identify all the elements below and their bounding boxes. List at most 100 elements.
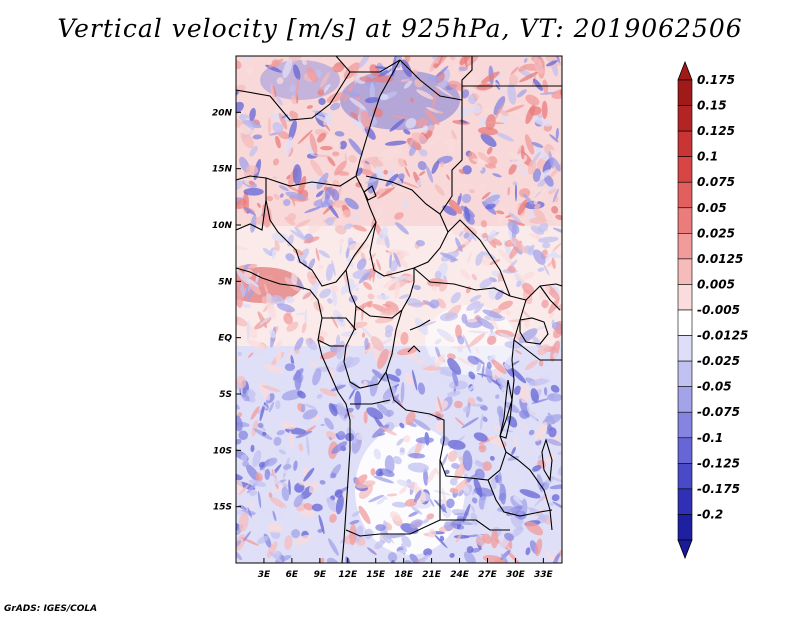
field-speckle bbox=[264, 457, 278, 467]
field-speckle bbox=[475, 317, 495, 330]
field-speckle bbox=[448, 199, 463, 215]
field-speckle bbox=[330, 66, 343, 71]
lon-tick-label: 9E bbox=[314, 570, 327, 580]
field-speckle bbox=[310, 159, 324, 177]
field-speckle bbox=[477, 151, 491, 164]
field-speckle bbox=[387, 249, 410, 257]
field-speckle bbox=[327, 155, 336, 167]
field-speckle bbox=[400, 543, 408, 552]
field-speckle bbox=[316, 172, 329, 190]
field-speckle bbox=[356, 258, 367, 271]
page-title: Vertical velocity [m/s] at 925hPa, VT: 2… bbox=[57, 14, 743, 43]
field-speckle bbox=[400, 78, 410, 83]
field-speckle bbox=[449, 477, 458, 486]
field-speckle bbox=[259, 402, 266, 422]
field-speckle bbox=[376, 403, 391, 418]
field-speckle bbox=[362, 196, 367, 205]
field-speckle bbox=[277, 102, 292, 114]
field-speckle bbox=[295, 430, 313, 439]
field-speckle bbox=[539, 169, 551, 179]
field-speckle bbox=[549, 484, 562, 490]
field-speckle bbox=[478, 444, 487, 453]
field-speckle bbox=[257, 202, 261, 208]
field-speckle bbox=[408, 144, 417, 157]
field-speckle bbox=[533, 208, 546, 221]
field-speckle bbox=[261, 296, 268, 305]
field-speckle bbox=[349, 524, 357, 546]
field-speckle bbox=[458, 169, 465, 175]
field-speckle bbox=[325, 263, 334, 281]
field-speckle bbox=[236, 393, 247, 412]
field-speckle bbox=[501, 553, 508, 563]
field-speckle bbox=[335, 334, 341, 346]
field-speckle bbox=[537, 178, 547, 188]
field-speckle bbox=[461, 313, 468, 324]
field-speckle bbox=[490, 317, 499, 331]
field-speckle bbox=[324, 417, 334, 430]
field-speckle bbox=[423, 468, 429, 486]
field-speckle bbox=[414, 554, 430, 563]
field-speckle bbox=[541, 453, 551, 458]
field-speckle bbox=[497, 506, 516, 513]
field-speckle bbox=[413, 284, 422, 290]
border-chad bbox=[355, 59, 449, 277]
field-speckle bbox=[385, 173, 399, 187]
field-speckle bbox=[551, 257, 556, 269]
field-speckle bbox=[326, 133, 341, 149]
field-speckle bbox=[537, 344, 550, 356]
field-speckle bbox=[495, 394, 500, 399]
field-speckle bbox=[472, 93, 480, 100]
field-speckle bbox=[498, 471, 503, 487]
field-speckle bbox=[288, 479, 291, 496]
field-speckle bbox=[440, 161, 444, 168]
field-speckle bbox=[374, 66, 388, 70]
field-speckle bbox=[507, 83, 517, 105]
field-speckle bbox=[533, 146, 550, 162]
colorbar-box bbox=[677, 130, 693, 157]
field-speckle bbox=[273, 436, 282, 446]
field-speckle bbox=[493, 96, 506, 116]
field-speckle bbox=[489, 378, 501, 387]
field-speckle bbox=[541, 299, 549, 309]
field-speckle bbox=[472, 491, 475, 496]
colorbar-label: -0.175 bbox=[697, 482, 740, 496]
field-speckle bbox=[524, 318, 530, 328]
colorbar-box bbox=[677, 309, 693, 336]
border-cameroon bbox=[345, 268, 415, 319]
field-speckle bbox=[330, 472, 337, 479]
field-speckle bbox=[319, 72, 330, 88]
field-speckle bbox=[378, 93, 389, 100]
field-speckle bbox=[278, 112, 288, 130]
field-speckle bbox=[423, 548, 433, 556]
field-speckle bbox=[472, 403, 485, 407]
field-speckle bbox=[306, 152, 319, 159]
field-speckle bbox=[364, 337, 369, 350]
field-speckle bbox=[236, 180, 243, 191]
field-speckle bbox=[369, 268, 372, 282]
field-speckle bbox=[319, 388, 338, 397]
field-speckle bbox=[254, 393, 265, 406]
field-speckle bbox=[328, 436, 333, 441]
field-speckle bbox=[348, 388, 356, 400]
congo-river-detail bbox=[407, 319, 431, 353]
field-speckle bbox=[375, 205, 384, 219]
field-speckle bbox=[266, 302, 277, 320]
field-speckle bbox=[278, 185, 289, 192]
field-speckle bbox=[517, 199, 528, 216]
field-speckle bbox=[516, 280, 522, 288]
field-speckle bbox=[381, 157, 389, 165]
field-speckle bbox=[309, 133, 318, 155]
field-speckle bbox=[551, 494, 560, 502]
field-speckle bbox=[482, 416, 488, 422]
field-speckle bbox=[411, 506, 423, 515]
field-speckle bbox=[533, 56, 544, 75]
field-speckle bbox=[236, 375, 247, 389]
border-tanzania bbox=[513, 285, 562, 361]
west-coast bbox=[236, 267, 351, 563]
field-speckle bbox=[551, 157, 561, 172]
colorbar-label: -0.05 bbox=[697, 380, 732, 394]
field-speckle bbox=[347, 411, 355, 419]
field-speckle bbox=[315, 190, 325, 198]
field-speckle bbox=[493, 102, 505, 121]
field-speckle bbox=[381, 526, 395, 544]
